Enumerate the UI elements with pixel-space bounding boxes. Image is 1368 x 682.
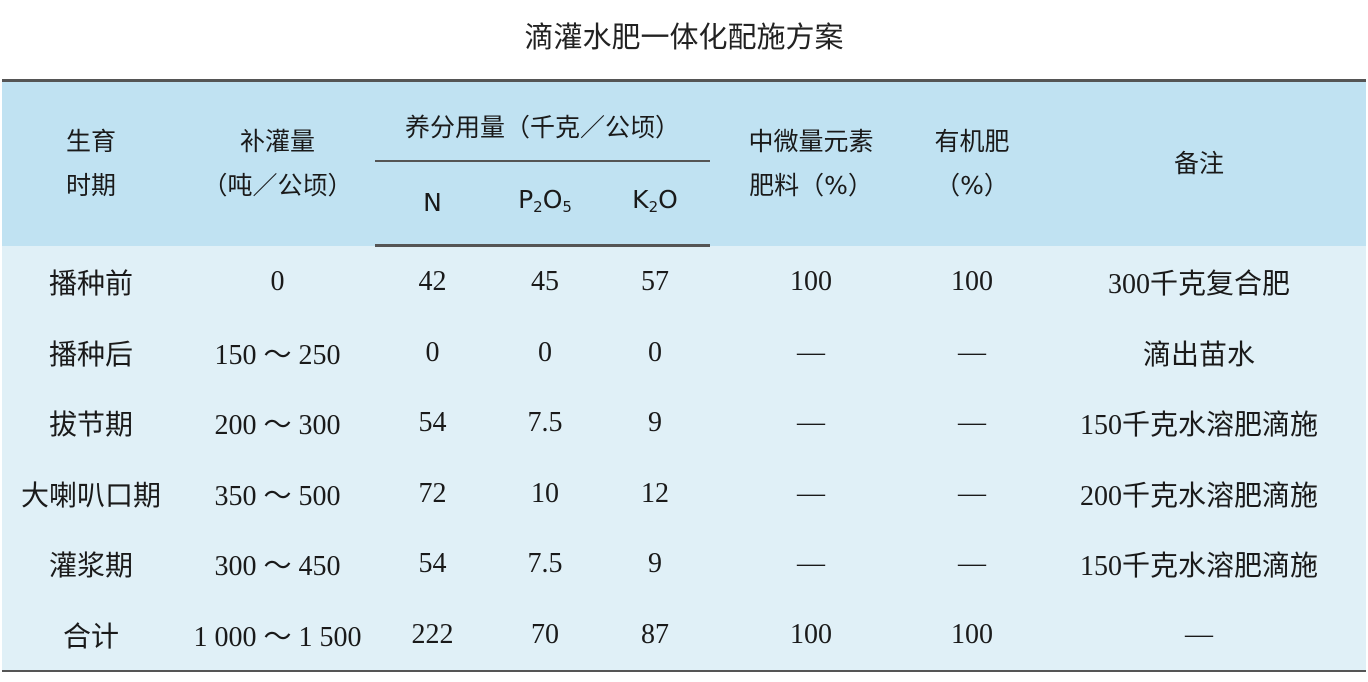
cell-irrigation: 350 ～ 500 [214, 480, 341, 512]
cell-micro: 100 [790, 618, 832, 650]
cell-micro: 100 [790, 265, 832, 297]
table-row: 合计 1 000 ～ 1 500 222 70 87 100 100 — [2, 600, 1366, 672]
cell-remark: 300千克复合肥 [1107, 268, 1290, 300]
header-k2o: K2O [600, 162, 710, 247]
cell-period: 播种后 [48, 339, 133, 371]
header-p2o5: P2O5 [490, 162, 600, 247]
cell-remark: 200千克水溶肥滴施 [1079, 480, 1318, 512]
cell-period: 拔节期 [48, 410, 133, 442]
cell-irrigation: 1 000 ～ 1 500 [193, 621, 362, 653]
cell-p: 7.5 [527, 407, 563, 439]
cell-organic: 100 [951, 618, 993, 650]
cell-organic: — [958, 336, 986, 368]
cell-n: 0 [425, 336, 440, 368]
cell-p: 7.5 [527, 548, 563, 580]
cell-period: 合计 [62, 621, 119, 653]
cell-n: 42 [418, 266, 447, 298]
cell-k: 9 [648, 407, 662, 439]
cell-remark: 滴出苗水 [1142, 339, 1255, 371]
cell-organic: 100 [951, 265, 993, 297]
cell-p: 10 [531, 477, 559, 509]
table-row: 播种后 150 ～ 250 0 0 0 — — 滴出苗水 [2, 318, 1366, 389]
cell-period: 播种前 [48, 268, 133, 300]
cell-micro: — [797, 407, 825, 439]
fertilization-table: 生育 时期 补灌量 （吨／公顷） 养分用量（千克／公顷） 中微量元素 肥料（%） 有机… [2, 79, 1366, 672]
header-irrigation: 补灌量 （吨／公顷） [202, 126, 353, 200]
cell-k: 9 [648, 548, 662, 580]
table-row: 大喇叭口期 350 ～ 500 72 10 12 — — 200千克水溶肥滴施 [2, 459, 1366, 530]
header-n: N [375, 162, 490, 247]
cell-micro: — [797, 336, 825, 368]
table-row: 拔节期 200 ～ 300 54 7.5 9 — — 150千克水溶肥滴施 [2, 388, 1366, 459]
cell-remark: 150千克水溶肥滴施 [1079, 410, 1318, 442]
cell-n: 222 [411, 618, 454, 650]
cell-remark: 150千克水溶肥滴施 [1079, 551, 1318, 583]
cell-k: 0 [648, 336, 662, 368]
cell-k: 12 [641, 477, 669, 509]
cell-micro: — [797, 477, 825, 509]
table-row: 灌浆期 300 ～ 450 54 7.5 9 — — 150千克水溶肥滴施 [2, 529, 1366, 600]
cell-period: 灌浆期 [48, 551, 133, 583]
cell-n: 54 [418, 407, 447, 439]
header-remark: 备注 [1173, 148, 1224, 178]
table-title: 滴灌水肥一体化配施方案 [524, 20, 844, 54]
cell-p: 0 [538, 336, 552, 368]
cell-n: 54 [418, 548, 447, 580]
cell-k: 87 [641, 618, 669, 650]
header-nutrient-group: 养分用量（千克／公顷） [375, 81, 710, 162]
cell-irrigation: 150 ～ 250 [214, 339, 341, 371]
cell-period: 大喇叭口期 [20, 480, 161, 512]
cell-p: 45 [531, 266, 559, 298]
cell-irrigation: 0 [270, 265, 285, 297]
header-period: 生育 时期 [65, 126, 116, 200]
cell-p: 70 [531, 618, 559, 650]
header-micro: 中微量元素 肥料（%） [748, 126, 874, 200]
cell-irrigation: 200 ～ 300 [214, 410, 341, 442]
table-row: 播种前 0 42 45 57 100 100 300千克复合肥 [2, 246, 1366, 318]
cell-organic: — [958, 477, 986, 509]
cell-irrigation: 300 ～ 450 [214, 551, 341, 583]
cell-remark: — [1185, 618, 1213, 650]
cell-micro: — [797, 548, 825, 580]
cell-organic: — [958, 407, 986, 439]
cell-k: 57 [641, 266, 669, 298]
header-organic: 有机肥 （%） [934, 126, 1010, 200]
cell-organic: — [958, 548, 986, 580]
cell-n: 72 [418, 477, 447, 509]
